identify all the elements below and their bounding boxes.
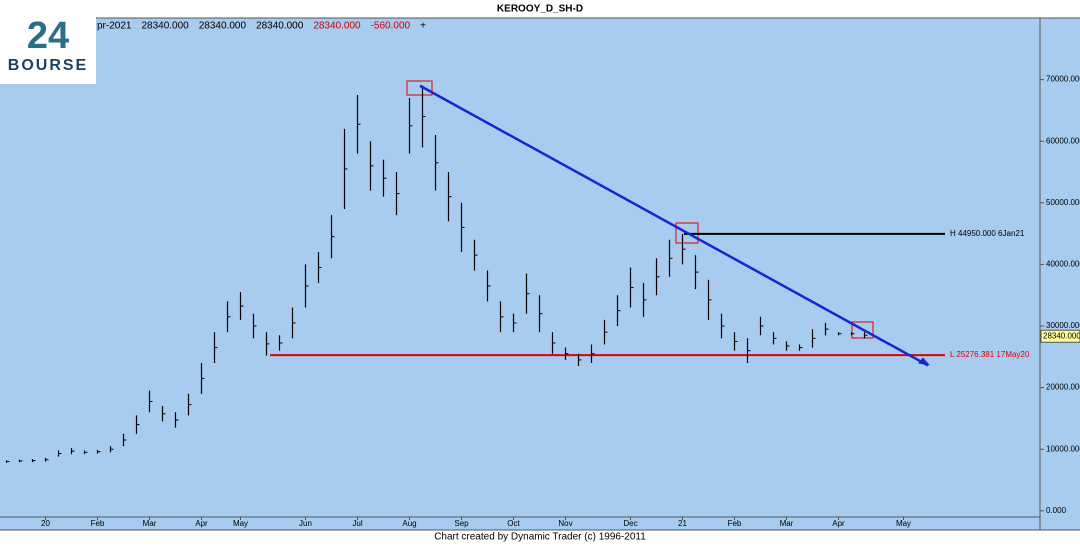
header-value: + — [420, 21, 426, 32]
x-tick-label: Apr — [832, 519, 845, 528]
x-tick-label: 21 — [678, 519, 687, 528]
x-tick-label: Feb — [728, 519, 742, 528]
header-value: pr-2021 — [97, 21, 132, 32]
footer: Chart created by Dynamic Trader (c) 1996… — [434, 532, 646, 543]
x-tick-label: Jul — [352, 519, 362, 528]
x-tick-label: Dec — [623, 519, 637, 528]
y-tick-label: 40000.000 — [1046, 260, 1080, 269]
plot-background — [0, 18, 1080, 530]
x-tick-label: Apr — [195, 519, 208, 528]
x-tick-label: Mar — [143, 519, 157, 528]
y-tick-label: 0.000 — [1046, 506, 1067, 515]
header-value: 28340.000 — [199, 21, 247, 32]
y-tick-label: 50000.000 — [1046, 198, 1080, 207]
x-tick-label: 20 — [41, 519, 50, 528]
header-value: 28340.000 — [256, 21, 304, 32]
x-tick-label: Sep — [454, 519, 469, 528]
trendline-arrow — [918, 357, 930, 366]
x-tick-label: Nov — [558, 519, 572, 528]
y-tick-label: 10000.000 — [1046, 444, 1080, 453]
box — [851, 321, 874, 339]
y-tick-label: 60000.000 — [1046, 136, 1080, 145]
x-tick-label: Oct — [507, 519, 520, 528]
logo-number: 24 — [27, 15, 69, 57]
last-price-label: 28340.000 — [1043, 331, 1080, 340]
header-value: 28340.000 — [141, 21, 189, 32]
box — [406, 80, 433, 96]
last-price-box — [1040, 329, 1080, 343]
x-tick-label: Feb — [91, 519, 105, 528]
y-tick-label: 70000.000 — [1046, 75, 1080, 84]
y-tick-label: 30000.000 — [1046, 321, 1080, 330]
header-value: -560.000 — [371, 21, 411, 32]
low-line-label: L 25276.381 17May20 — [950, 350, 1030, 359]
chart-title: KEROOY_D_SH-D — [497, 4, 583, 15]
y-tick-label: 20000.000 — [1046, 383, 1080, 392]
high-line-label: H 44950.000 6Jan21 — [950, 229, 1025, 238]
logo-background — [0, 0, 96, 84]
logo-name: BOURSE — [8, 57, 88, 74]
x-tick-label: May — [233, 519, 248, 528]
x-tick-label: Aug — [402, 519, 416, 528]
x-tick-label: Jun — [299, 519, 312, 528]
x-tick-label: May — [896, 519, 911, 528]
x-tick-label: Mar — [780, 519, 794, 528]
header-value: 28340.000 — [313, 21, 361, 32]
trendline — [419, 84, 929, 367]
